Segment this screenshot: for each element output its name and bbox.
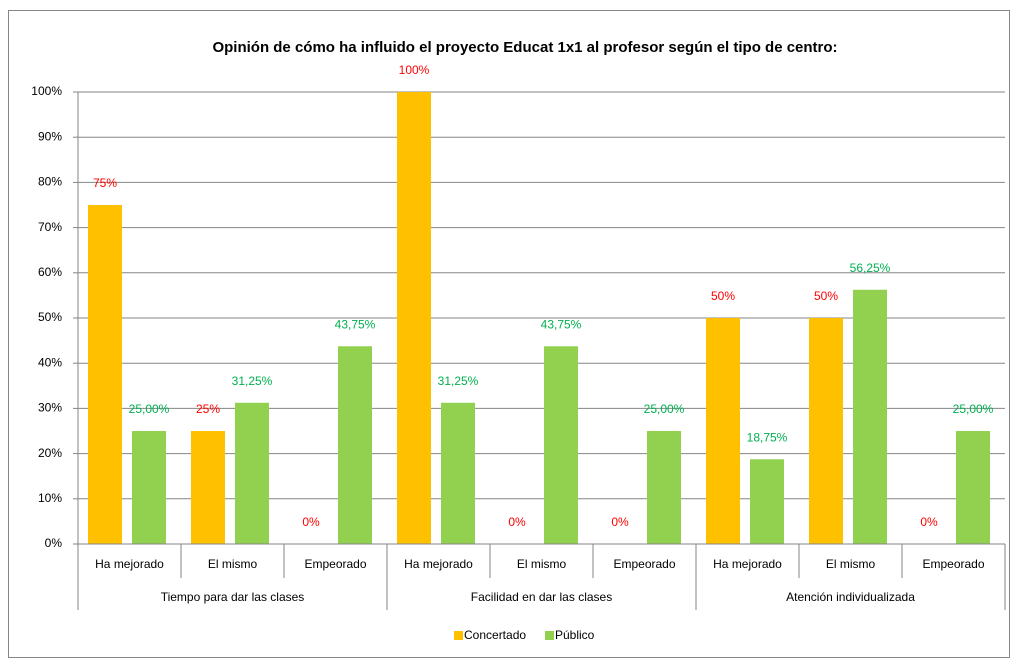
- bar: [191, 431, 225, 544]
- chart-title: Opinión de cómo ha influido el proyecto …: [212, 39, 837, 56]
- data-label: 18,75%: [747, 430, 788, 444]
- data-label: 31,25%: [232, 374, 273, 388]
- bar: [956, 431, 990, 544]
- x-tick-label: El mismo: [517, 557, 567, 571]
- legend-label: Concertado: [464, 628, 526, 642]
- bar: [88, 205, 122, 544]
- bar: [750, 459, 784, 544]
- y-tick-label: 90%: [38, 129, 62, 143]
- x-tick-label: Empeorado: [304, 557, 366, 571]
- x-tick-label: Ha mejorado: [404, 557, 473, 571]
- y-tick-label: 80%: [38, 175, 62, 189]
- x-tick-label: El mismo: [826, 557, 876, 571]
- y-tick-label: 0%: [45, 536, 63, 550]
- data-label: 56,25%: [850, 261, 891, 275]
- bar: [235, 402, 269, 544]
- data-label: 50%: [814, 289, 838, 303]
- group-label: Facilidad en dar las clases: [471, 590, 612, 604]
- y-tick-label: 40%: [38, 355, 62, 369]
- x-tick-label: Ha mejorado: [95, 557, 164, 571]
- x-tick-label: Ha mejorado: [713, 557, 782, 571]
- data-label: 0%: [508, 515, 526, 529]
- data-label: 0%: [302, 515, 320, 529]
- y-tick-label: 70%: [38, 220, 62, 234]
- legend-swatch: [545, 631, 554, 640]
- group-label: Tiempo para dar las clases: [161, 590, 305, 604]
- y-tick-label: 30%: [38, 401, 62, 415]
- y-tick-label: 20%: [38, 446, 62, 460]
- y-tick-label: 100%: [31, 84, 62, 98]
- x-tick-label: Empeorado: [613, 557, 675, 571]
- data-label: 43,75%: [335, 317, 376, 331]
- bar: [853, 289, 887, 544]
- data-label: 25,00%: [129, 402, 170, 416]
- data-label: 43,75%: [541, 317, 582, 331]
- y-tick-label: 50%: [38, 310, 62, 324]
- data-label: 75%: [93, 176, 117, 190]
- legend-label: Público: [555, 628, 595, 642]
- data-label: 25%: [196, 402, 220, 416]
- data-label: 25,00%: [644, 402, 685, 416]
- group-label: Atención individualizada: [786, 590, 915, 604]
- data-label: 100%: [399, 63, 430, 77]
- data-label: 31,25%: [438, 374, 479, 388]
- bar: [441, 402, 475, 544]
- data-label: 50%: [711, 289, 735, 303]
- data-label: 25,00%: [953, 402, 994, 416]
- y-tick-label: 60%: [38, 265, 62, 279]
- x-tick-label: El mismo: [208, 557, 258, 571]
- bar: [809, 318, 843, 544]
- bar: [338, 346, 372, 544]
- y-tick-label: 10%: [38, 491, 62, 505]
- bar: [706, 318, 740, 544]
- bar: [647, 431, 681, 544]
- data-label: 0%: [611, 515, 629, 529]
- data-label: 0%: [920, 515, 938, 529]
- bar: [397, 92, 431, 544]
- bar: [132, 431, 166, 544]
- bar: [544, 346, 578, 544]
- legend-swatch: [454, 631, 463, 640]
- x-tick-label: Empeorado: [922, 557, 984, 571]
